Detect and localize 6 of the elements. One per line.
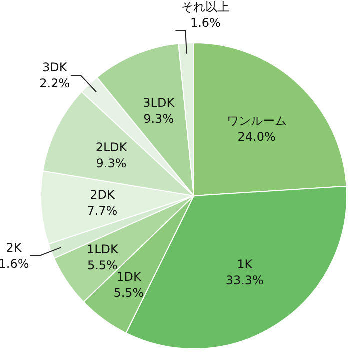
slice-label: 3DK bbox=[42, 60, 68, 75]
data-label: 1.6% bbox=[0, 256, 30, 271]
slice-label: 2K bbox=[6, 240, 23, 255]
data-label: 1.6% bbox=[190, 16, 221, 30]
slice-label: それ以上 bbox=[182, 0, 230, 14]
data-label: 2.2% bbox=[40, 76, 70, 91]
